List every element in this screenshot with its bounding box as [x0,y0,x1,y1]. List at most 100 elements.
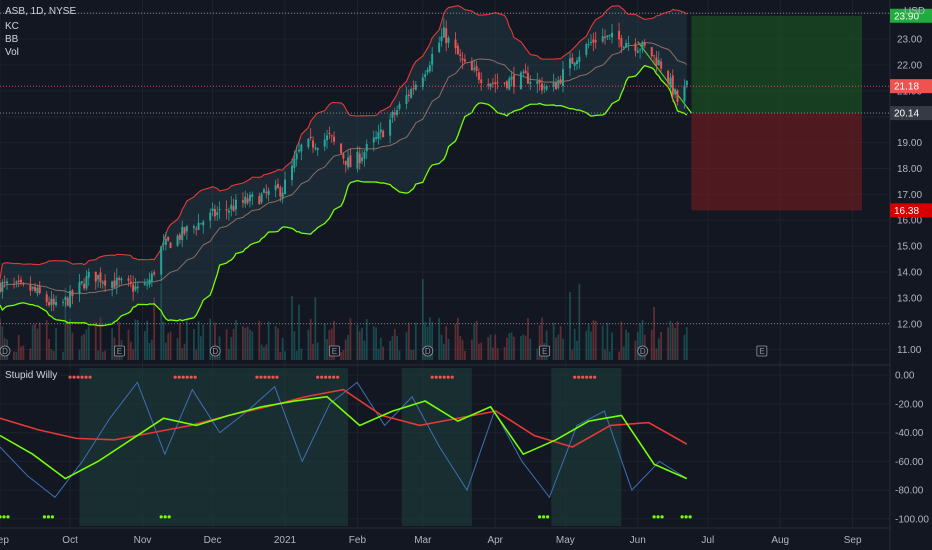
candle-body[interactable] [639,49,642,51]
candle-body[interactable] [78,282,81,294]
candle-body[interactable] [164,238,167,245]
candle-body[interactable] [312,140,315,148]
candle-body[interactable] [578,56,581,62]
candle-body[interactable] [22,283,25,285]
candle-body[interactable] [636,50,639,53]
candle-body[interactable] [604,36,607,38]
candle-body[interactable] [496,82,499,84]
candle-body[interactable] [326,135,329,141]
candle-body[interactable] [438,42,441,53]
candle-body[interactable] [573,62,576,66]
candle-body[interactable] [414,84,417,90]
candle-body[interactable] [316,148,319,151]
candle-body[interactable] [536,81,539,84]
candle-body[interactable] [115,277,118,286]
event-marker[interactable] [0,345,11,357]
candle-body[interactable] [136,286,139,289]
candle-body[interactable] [393,112,396,115]
candle-body[interactable] [667,71,670,83]
candle-body[interactable] [295,153,298,160]
candle-body[interactable] [150,273,153,282]
candle-body[interactable] [456,45,459,55]
time-axis[interactable]: Sep Oct Nov Dec 2021 Feb Mar Apr May Jun Jul Aug Sep [0,535,862,546]
position-tool[interactable] [637,15,862,211]
candle-body[interactable] [611,32,614,38]
candle-body[interactable] [653,55,656,57]
candle-body[interactable] [576,60,579,64]
candle-body[interactable] [480,79,483,84]
legend-kc[interactable]: KC [5,21,19,32]
candle-body[interactable] [38,285,41,294]
candle-body[interactable] [148,279,151,285]
candle-body[interactable] [50,298,53,306]
candle-body[interactable] [94,271,97,282]
candle-body[interactable] [568,58,571,69]
candle-body[interactable] [421,77,424,87]
candle-body[interactable] [216,212,219,216]
event-marker[interactable] [328,345,340,357]
candle-body[interactable] [440,36,443,42]
candle-body[interactable] [618,30,621,40]
candle-body[interactable] [552,82,555,87]
candle-body[interactable] [279,187,282,197]
candle-body[interactable] [491,82,494,84]
candle-body[interactable] [31,286,34,289]
candle-body[interactable] [227,210,230,213]
candle-body[interactable] [671,75,674,96]
candle-body[interactable] [587,44,590,46]
candle-body[interactable] [356,151,359,169]
candle-body[interactable] [601,36,604,42]
candle-body[interactable] [132,284,135,292]
candle-body[interactable] [559,79,562,84]
candle-body[interactable] [503,82,506,84]
candle-body[interactable] [248,194,251,202]
candle-body[interactable] [104,280,107,286]
candle-body[interactable] [118,277,121,280]
candle-body[interactable] [391,112,394,118]
candle-body[interactable] [276,183,279,188]
candle-body[interactable] [281,192,284,198]
currency-label[interactable]: USD [904,6,925,17]
candle-body[interactable] [260,193,263,203]
candle-body[interactable] [0,282,1,293]
candle-body[interactable] [309,136,312,139]
candle-body[interactable] [265,191,268,194]
candle-body[interactable] [674,89,677,95]
candle-body[interactable] [398,104,401,109]
candle-body[interactable] [463,59,466,62]
candle-body[interactable] [183,227,186,234]
candle-body[interactable] [64,297,67,300]
candle-body[interactable] [510,76,513,80]
candle-body[interactable] [162,242,165,245]
legend-bb[interactable]: BB [5,34,19,45]
candle-body[interactable] [291,165,294,181]
candle-body[interactable] [382,130,385,138]
candle-body[interactable] [99,272,102,283]
candle-body[interactable] [258,196,261,205]
candle-body[interactable] [71,290,74,296]
candle-body[interactable] [358,153,361,164]
candle-body[interactable] [29,284,32,291]
event-marker[interactable] [422,345,434,357]
candle-body[interactable] [470,61,473,71]
candle-body[interactable] [489,83,492,87]
candle-body[interactable] [232,206,235,211]
candle-body[interactable] [407,94,410,97]
candle-body[interactable] [660,61,663,69]
candle-body[interactable] [590,41,593,43]
candle-body[interactable] [52,298,55,305]
candle-body[interactable] [608,34,611,36]
candle-body[interactable] [543,87,546,89]
candle-body[interactable] [344,160,347,165]
candle-body[interactable] [375,137,378,139]
candle-body[interactable] [202,221,205,226]
candle-body[interactable] [314,147,317,149]
candle-body[interactable] [48,302,51,306]
candle-body[interactable] [293,158,296,168]
candle-body[interactable] [625,43,628,48]
candle-body[interactable] [592,39,595,43]
candle-body[interactable] [213,208,216,217]
candle-body[interactable] [169,242,172,249]
